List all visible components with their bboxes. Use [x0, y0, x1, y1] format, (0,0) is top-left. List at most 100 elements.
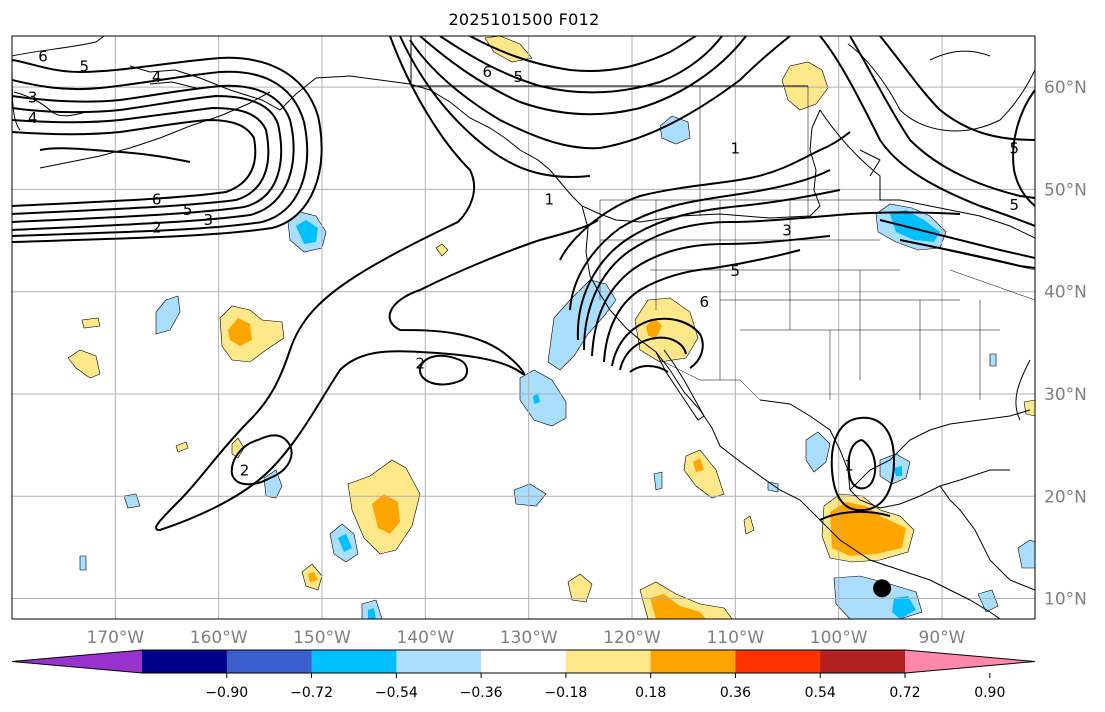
- contour-line: [12, 70, 308, 237]
- longitude-label: 150°W: [293, 628, 351, 648]
- contour-label: 1: [844, 457, 854, 475]
- positive-anomaly-area: [693, 458, 704, 472]
- colorbar-tick-label: −0.90: [205, 685, 248, 701]
- contour-line: [879, 36, 1035, 141]
- positive-anomaly-area: [634, 297, 699, 363]
- contour-label: 2: [152, 218, 162, 236]
- colorbar-bin: [735, 650, 821, 673]
- contour-line: [12, 118, 257, 207]
- negative-anomaly-area: [659, 115, 691, 145]
- height-contours: [12, 36, 1035, 532]
- contour-line: [611, 317, 704, 369]
- positive-anomaly-area: [308, 572, 318, 582]
- longitude-label: 170°W: [86, 628, 144, 648]
- colorbar-tick-label: 0.36: [720, 685, 751, 701]
- longitude-label: 100°W: [810, 628, 868, 648]
- longitude-label: 120°W: [603, 628, 661, 648]
- contour-line: [629, 365, 669, 373]
- colorbar-bin: [311, 650, 397, 673]
- contour-line: [899, 239, 1035, 269]
- contour-line: [591, 235, 831, 357]
- contour-line: [389, 36, 476, 223]
- positive-anomaly-area: [175, 441, 189, 453]
- contour-label: 6: [38, 47, 48, 65]
- longitude-label: 90°W: [919, 628, 966, 648]
- negative-anomaly-area: [513, 483, 547, 507]
- us-west-coast: [581, 205, 1001, 619]
- latitude-label: 30°N: [1044, 385, 1087, 405]
- positive-anomaly-area: [228, 318, 252, 346]
- colorbar-tick-label: −0.18: [544, 685, 587, 701]
- colorbar-bin: [565, 650, 652, 673]
- latitude-label: 60°N: [1044, 78, 1087, 98]
- negative-anomaly-area: [368, 608, 376, 619]
- longitude-label: 140°W: [396, 628, 454, 648]
- contour-label: 5: [80, 58, 90, 76]
- contour-label: 6: [483, 63, 493, 81]
- colorbar-bin: [820, 650, 906, 673]
- contour-label: 1: [731, 140, 741, 158]
- negative-anomaly-area: [767, 481, 779, 493]
- contour-line: [1012, 89, 1035, 207]
- positive-anomaly-area: [372, 494, 400, 534]
- contour-line: [819, 510, 891, 521]
- negative-anomaly-area: [338, 534, 352, 552]
- contour-line: [830, 416, 896, 512]
- longitude-label: 130°W: [500, 628, 558, 648]
- positive-anomaly-area: [567, 573, 593, 603]
- colorbar-tick-label: −0.36: [460, 685, 503, 701]
- colorbar-tick-label: 0.54: [805, 685, 836, 701]
- negative-anomaly-area: [123, 493, 141, 509]
- contour-label: 3: [204, 211, 214, 229]
- negative-anomaly-area: [805, 431, 831, 473]
- contour-label: 5: [514, 68, 524, 86]
- contour-label: 1: [545, 191, 555, 209]
- contour-line: [849, 36, 1035, 199]
- longitude-label: 160°W: [190, 628, 248, 648]
- positive-anomaly-area: [231, 437, 245, 459]
- contour-label: 6: [152, 191, 162, 209]
- colorbar-bin: [481, 650, 567, 673]
- contour-line: [819, 36, 1035, 227]
- contour-line: [569, 169, 831, 311]
- negative-anomaly-area: [547, 279, 617, 371]
- negative-anomaly-area: [1017, 539, 1035, 569]
- positive-anomaly-area: [743, 515, 755, 535]
- latitude-label: 40°N: [1044, 283, 1087, 303]
- contour-line: [879, 219, 1035, 259]
- contour-line: [439, 36, 723, 94]
- colorbar-lower-extend: [12, 650, 142, 673]
- contour-line: [409, 36, 791, 150]
- contour-line: [576, 189, 841, 341]
- latitude-label: 10°N: [1044, 590, 1087, 610]
- negative-anomaly-area: [653, 471, 663, 491]
- contour-label: 4: [28, 109, 38, 127]
- positive-anomaly-area: [830, 502, 906, 556]
- positive-anomaly-area: [219, 305, 285, 363]
- contour-label: 3: [782, 221, 792, 239]
- contour-label: 5: [183, 201, 193, 219]
- contour-label: 2: [415, 354, 425, 372]
- latitude-label: 20°N: [1044, 487, 1087, 507]
- storm-marker-layer: [873, 579, 892, 598]
- contour-label: 5: [1010, 140, 1020, 158]
- contour-line: [12, 94, 283, 223]
- contour-line: [399, 36, 591, 178]
- alaska-canada-border: [410, 36, 808, 87]
- contour-line: [12, 84, 295, 231]
- anomaly-fill-layer: [67, 36, 1035, 619]
- contour-line: [39, 147, 191, 163]
- figure-title: 2025101500 F012: [448, 10, 600, 29]
- contour-line: [583, 211, 961, 351]
- positive-anomaly-area: [646, 318, 662, 338]
- map-frame: [11, 35, 1036, 620]
- colorbar-tick-label: 0.90: [974, 685, 1005, 701]
- contour-line: [559, 131, 851, 261]
- positive-anomaly-area: [81, 317, 101, 329]
- contour-line: [12, 56, 323, 243]
- contour-label: 3: [28, 88, 38, 106]
- contour-label: 5: [1010, 196, 1020, 214]
- colorbar-outline: [11, 649, 1036, 674]
